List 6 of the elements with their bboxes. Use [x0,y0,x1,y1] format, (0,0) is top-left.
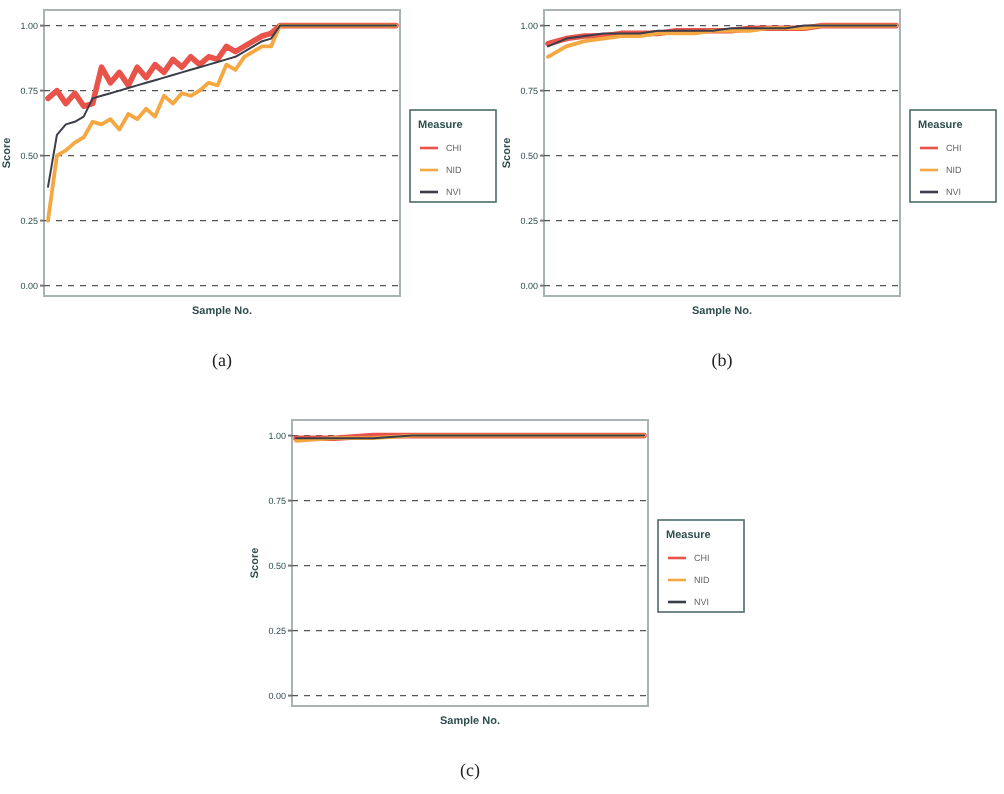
line-series [546,23,898,59]
text: (a) [212,350,232,370]
text: (c) [460,760,480,780]
line-series [46,23,398,223]
text: (b) [711,350,733,370]
line-series [47,24,397,188]
